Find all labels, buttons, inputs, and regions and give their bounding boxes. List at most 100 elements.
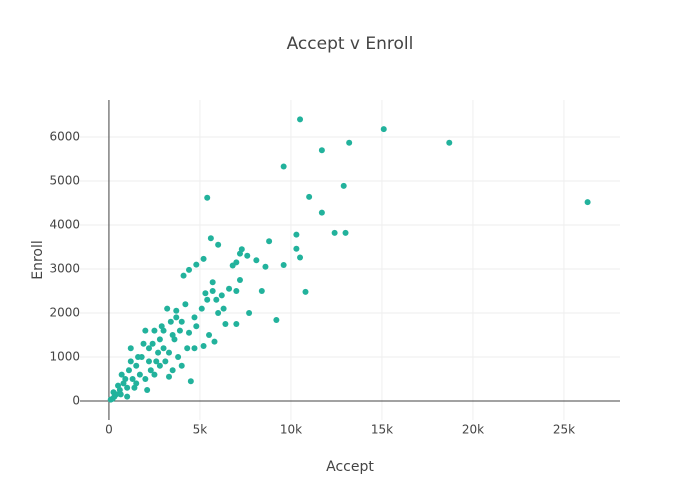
point (151, 327, 158, 334)
point (151, 371, 158, 378)
y-tick-label: 2000 (49, 305, 80, 319)
point (169, 331, 176, 338)
point (169, 367, 176, 374)
point (175, 353, 182, 360)
point (233, 320, 240, 327)
point (186, 329, 193, 336)
x-axis-title: Accept (326, 459, 374, 475)
point (215, 241, 222, 248)
point (164, 305, 171, 312)
point (145, 345, 152, 352)
point (144, 386, 151, 393)
point (165, 373, 172, 380)
point (258, 287, 265, 294)
point (173, 307, 180, 314)
point (122, 375, 129, 382)
point (318, 147, 325, 154)
point (162, 358, 169, 365)
y-tick-label: 5000 (49, 174, 80, 188)
point (117, 391, 124, 398)
point (178, 318, 185, 325)
point (158, 323, 165, 330)
point (193, 261, 200, 268)
point (198, 305, 205, 312)
point (204, 296, 211, 303)
point (280, 262, 287, 269)
point (176, 327, 183, 334)
point (340, 182, 347, 189)
point (193, 323, 200, 330)
point (297, 254, 304, 261)
point (229, 262, 236, 269)
point (153, 358, 160, 365)
point (293, 245, 300, 252)
point (206, 331, 213, 338)
point (124, 384, 131, 391)
point (233, 287, 240, 294)
point (191, 345, 198, 352)
point (133, 362, 140, 369)
point (446, 139, 453, 146)
point (142, 375, 149, 382)
point (118, 371, 125, 378)
point (200, 342, 207, 349)
point (173, 314, 180, 321)
point (107, 396, 114, 403)
point (200, 255, 207, 262)
point (266, 238, 273, 245)
point (262, 263, 269, 270)
point (131, 384, 138, 391)
point (209, 279, 216, 286)
point (135, 353, 142, 360)
point (218, 292, 225, 299)
point (215, 309, 222, 316)
point (124, 393, 131, 400)
point (156, 362, 163, 369)
point (167, 318, 174, 325)
x-tick-label: 20k (462, 423, 484, 437)
y-tick-label: 4000 (49, 217, 80, 231)
point (129, 375, 136, 382)
point (244, 252, 251, 259)
point (293, 231, 300, 238)
point (238, 246, 245, 253)
x-tick-label: 25k (553, 423, 575, 437)
point (182, 301, 189, 308)
point (127, 345, 134, 352)
point (155, 349, 162, 356)
point (156, 336, 163, 343)
point (297, 116, 304, 123)
point (140, 340, 147, 347)
point (331, 229, 338, 236)
point (184, 345, 191, 352)
point (142, 327, 149, 334)
point (186, 266, 193, 273)
point (220, 305, 227, 312)
point (273, 317, 280, 324)
point (380, 126, 387, 133)
chart-title: Accept v Enroll (287, 34, 414, 54)
point (125, 367, 132, 374)
point (207, 235, 214, 242)
y-axis-title: Enroll (30, 240, 46, 280)
y-tick-label: 3000 (49, 261, 80, 275)
x-tick-label: 5k (193, 423, 208, 437)
point (191, 314, 198, 321)
point (160, 345, 167, 352)
point (115, 382, 122, 389)
point (342, 229, 349, 236)
y-tick-label: 0 (72, 393, 80, 407)
point (136, 371, 143, 378)
point (306, 193, 313, 200)
point (211, 338, 218, 345)
point (253, 257, 260, 264)
point (147, 367, 154, 374)
point (222, 320, 229, 327)
point (346, 139, 353, 146)
point (180, 272, 187, 279)
point (236, 276, 243, 283)
point (165, 349, 172, 356)
x-tick-label: 10k (280, 423, 302, 437)
point (213, 296, 220, 303)
